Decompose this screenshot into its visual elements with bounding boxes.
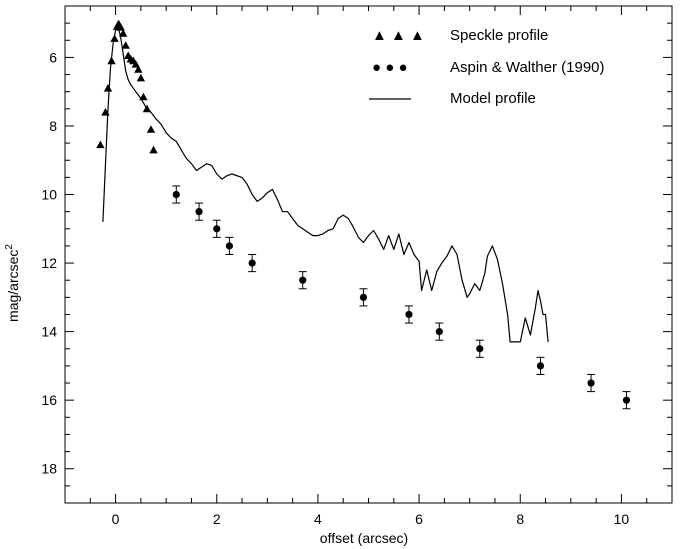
x-tick-label: 10 bbox=[614, 511, 630, 527]
speckle-point bbox=[146, 125, 156, 133]
speckle-point bbox=[142, 104, 152, 113]
y-tick-label: 10 bbox=[41, 187, 57, 203]
x-axis-ticks: 0 2 4 6 8 10 bbox=[64, 6, 673, 527]
legend-marker-aspin: ● ● ● bbox=[372, 59, 408, 76]
speckle-point bbox=[136, 73, 146, 82]
y-tick-label: 12 bbox=[41, 255, 57, 271]
speckle-point bbox=[110, 34, 119, 42]
legend-label-model: Model profile bbox=[450, 90, 536, 107]
plot-border bbox=[64, 5, 673, 504]
legend: ▲ ▲ ▲ Speckle profile ● ● ● Aspin & Walt… bbox=[369, 27, 605, 107]
aspin-walther-series bbox=[172, 185, 631, 410]
speckle-profile-series bbox=[96, 19, 158, 154]
aspin-walther-point bbox=[195, 208, 203, 216]
aspin-walther-point bbox=[225, 242, 233, 250]
y-tick-label: 16 bbox=[41, 392, 57, 408]
x-tick-label: 2 bbox=[213, 511, 221, 527]
aspin-walther-point bbox=[248, 259, 256, 267]
legend-label-aspin: Aspin & Walther (1990) bbox=[450, 59, 605, 76]
aspin-walther-point bbox=[405, 310, 413, 319]
speckle-point bbox=[101, 108, 110, 116]
y-tick-label: 6 bbox=[49, 49, 57, 65]
y-axis-ticks: 6 8 10 12 14 16 18 bbox=[41, 22, 672, 504]
speckle-point bbox=[149, 145, 158, 154]
x-tick-label: 8 bbox=[516, 511, 524, 527]
x-tick-label: 6 bbox=[415, 511, 423, 527]
model-profile-line bbox=[102, 26, 549, 343]
speckle-point bbox=[103, 84, 113, 92]
speckle-point bbox=[118, 29, 128, 37]
x-tick-label: 0 bbox=[112, 511, 120, 527]
aspin-walther-point bbox=[299, 276, 307, 284]
aspin-walther-point bbox=[435, 328, 443, 336]
x-tick-label: 4 bbox=[314, 511, 322, 527]
aspin-walther-point bbox=[587, 379, 595, 387]
y-axis-label-text: mag/arcsec bbox=[5, 250, 21, 322]
aspin-walther-point bbox=[213, 225, 221, 233]
y-tick-label: 14 bbox=[41, 324, 57, 340]
y-axis-label-group: mag/arcsec2 bbox=[4, 244, 21, 322]
aspin-walther-point bbox=[622, 396, 631, 404]
x-axis-label: offset (arcsec) bbox=[320, 530, 408, 546]
speckle-point bbox=[121, 41, 130, 49]
speckle-point bbox=[96, 140, 105, 149]
y-axis-label: mag/arcsec2 bbox=[4, 244, 21, 322]
speckle-point bbox=[139, 92, 148, 101]
aspin-walther-point bbox=[476, 345, 484, 353]
legend-label-speckle: Speckle profile bbox=[450, 27, 548, 44]
y-tick-label: 8 bbox=[49, 118, 57, 134]
speckle-point bbox=[116, 23, 125, 31]
speckle-point bbox=[107, 56, 116, 65]
model-profile-series bbox=[102, 26, 549, 343]
aspin-walther-point bbox=[172, 190, 180, 199]
y-tick-label: 18 bbox=[41, 461, 57, 477]
speckle-point bbox=[134, 65, 143, 73]
legend-marker-speckle: ▲ ▲ ▲ bbox=[372, 27, 425, 44]
y-axis-label-superscript: 2 bbox=[4, 244, 15, 250]
aspin-walther-point bbox=[536, 362, 545, 370]
aspin-walther-point bbox=[359, 293, 368, 301]
plot-frame bbox=[64, 5, 673, 504]
speckle-point bbox=[131, 60, 141, 68]
